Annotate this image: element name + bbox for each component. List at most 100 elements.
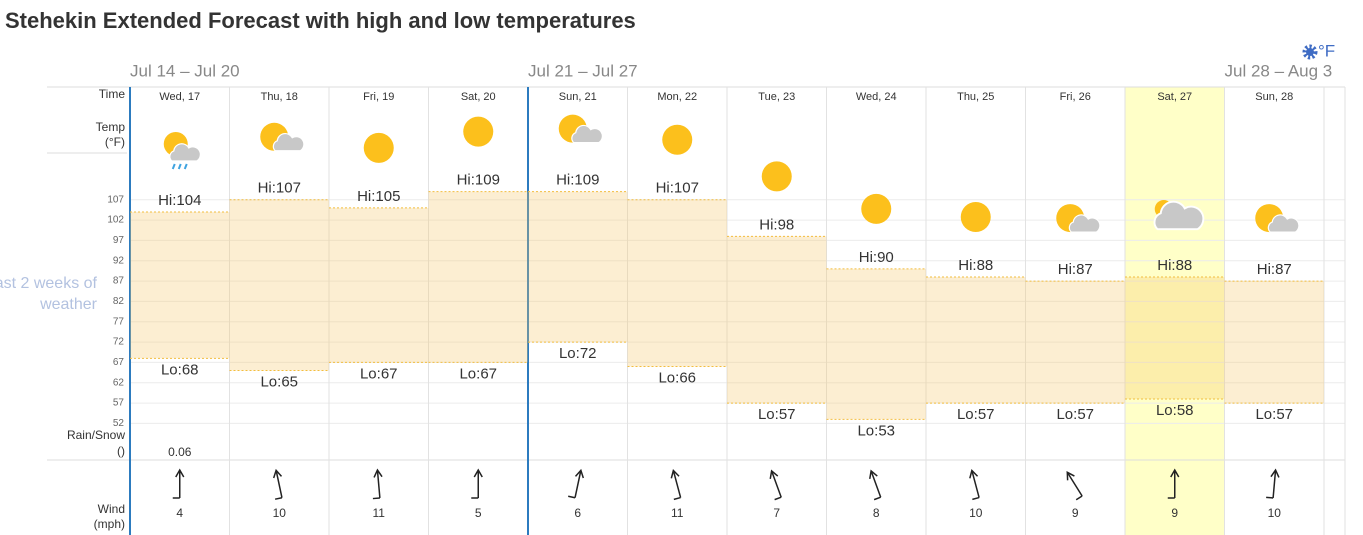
wind-arrow	[1066, 470, 1083, 501]
day-label: Sat, 27	[1157, 91, 1192, 103]
y-tick-label: 72	[113, 337, 125, 348]
cloud-shape	[272, 132, 305, 152]
arrow-head	[574, 468, 585, 479]
low-label: Lo:57	[1255, 406, 1293, 423]
day-label: Wed, 17	[159, 91, 200, 103]
cloud-icon	[1153, 200, 1205, 231]
temp-range-bar	[229, 199, 329, 371]
arrow-barb	[372, 497, 380, 500]
low-label: Lo:67	[360, 365, 398, 382]
arrow-shaft	[376, 470, 381, 499]
link-text[interactable]: Past 2 weeks of	[0, 275, 98, 292]
wind-arrow	[1167, 468, 1180, 499]
wind-arrow	[769, 469, 782, 501]
past-weather-link[interactable]: Past 2 weeks of weather	[0, 275, 98, 313]
y-tick-label: 107	[107, 194, 124, 205]
arrow-barb	[274, 496, 283, 500]
wind-speed: 10	[273, 506, 287, 520]
wind-speed: 5	[475, 506, 482, 520]
gear-icon[interactable]	[1302, 44, 1318, 60]
weather-icon	[1255, 204, 1300, 233]
high-label: Hi:105	[357, 188, 400, 205]
weather-icon	[463, 116, 494, 147]
low-label: Lo:66	[658, 369, 696, 386]
wind-speed: 11	[373, 506, 386, 520]
day-label: Mon, 22	[657, 91, 697, 103]
cloud-icon	[1068, 214, 1101, 233]
temp-range-bar	[926, 277, 1026, 404]
temp-range-bar	[528, 191, 628, 343]
wind-speed: 8	[873, 506, 880, 520]
y-tick-label: 57	[113, 398, 125, 409]
high-label: Hi:98	[759, 216, 794, 233]
arrow-barb	[1266, 496, 1274, 499]
temp-range-bar	[130, 211, 230, 359]
week-label: Jul 14 – Jul 20	[130, 61, 240, 80]
arrow-shaft	[672, 471, 682, 498]
temp-range-bar	[727, 236, 827, 404]
row-label: Rain/Snow	[67, 428, 125, 442]
high-label: Hi:107	[656, 180, 699, 197]
high-label: Hi:109	[556, 172, 599, 189]
wind-speed: 9	[1171, 506, 1178, 520]
sun-icon	[861, 193, 892, 224]
temp-range-bar	[428, 191, 528, 363]
arrow-head	[1270, 468, 1280, 478]
low-label: Lo:65	[260, 374, 298, 391]
wind-arrow	[172, 468, 185, 499]
cloud-shape	[169, 143, 201, 162]
low-label: Lo:57	[758, 406, 796, 423]
arrow-shaft	[771, 471, 782, 498]
low-label: Lo:58	[1156, 402, 1194, 419]
y-tick-label: 92	[113, 255, 125, 266]
unit-label[interactable]: °F	[1318, 41, 1335, 60]
day-label: Sun, 28	[1255, 91, 1293, 103]
sun-icon	[960, 202, 991, 233]
arrow-head	[373, 468, 383, 478]
unit-toggle[interactable]: °F	[1302, 41, 1336, 60]
link-text[interactable]: weather	[39, 296, 98, 313]
cloud-shape	[1068, 214, 1101, 233]
arrow-head	[670, 469, 680, 479]
day-label: Thu, 25	[957, 91, 994, 103]
arrow-shaft	[1272, 470, 1277, 499]
arrow-barb	[774, 496, 782, 501]
row-label: (°F)	[105, 135, 125, 149]
y-tick-label: 62	[113, 377, 125, 388]
raindrop	[183, 163, 188, 170]
low-label: Lo:67	[459, 365, 497, 382]
low-label: Lo:53	[857, 422, 895, 439]
arrow-shaft	[1067, 472, 1083, 497]
high-label: Hi:107	[258, 180, 301, 197]
arrow-shaft	[870, 471, 882, 498]
day-label: Sat, 20	[461, 91, 496, 103]
y-tick-label: 97	[113, 235, 125, 246]
cloud-icon	[1267, 214, 1300, 233]
day-label: Thu, 18	[261, 91, 298, 103]
temp-range-bar	[329, 207, 429, 363]
high-label: Hi:109	[457, 172, 500, 189]
wind-speed: 9	[1072, 506, 1079, 520]
cloud-shape	[1153, 200, 1205, 231]
y-tick-label: 67	[113, 357, 125, 368]
week-label: Jul 21 – Jul 27	[528, 61, 638, 80]
sun-icon	[463, 116, 494, 147]
week-label: Jul 28 – Aug 3	[1225, 61, 1333, 80]
arrow-barb	[873, 496, 881, 501]
temp-range-bar	[1224, 281, 1324, 404]
y-tick-label: 77	[113, 316, 125, 327]
arrow-shaft	[574, 471, 582, 498]
arrow-shaft	[275, 471, 283, 498]
arrow-head	[272, 468, 283, 479]
cloud-icon	[571, 124, 603, 144]
weather-icon	[960, 202, 991, 233]
high-label: Hi:88	[1157, 257, 1192, 274]
low-label: Lo:72	[559, 345, 597, 362]
y-tick-label: 52	[113, 418, 125, 429]
day-label: Tue, 23	[758, 91, 795, 103]
chart-title: Stehekin Extended Forecast with high and…	[5, 8, 636, 33]
wind-speed: 10	[1268, 506, 1282, 520]
gear-hub[interactable]	[1306, 48, 1314, 56]
arrow-head	[869, 469, 878, 479]
